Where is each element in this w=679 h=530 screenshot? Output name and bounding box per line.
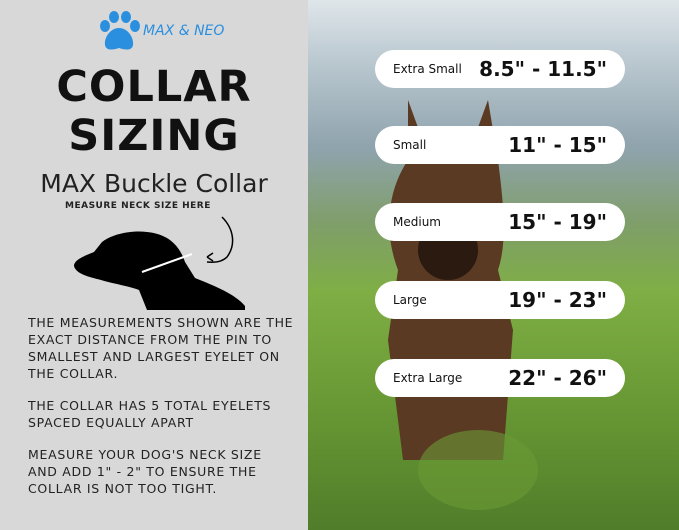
- size-range: 8.5" - 11.5": [479, 57, 607, 81]
- size-row-extra-large: Extra Large 22" - 26": [375, 359, 625, 397]
- size-name: Medium: [393, 215, 441, 229]
- product-subtitle: MAX Buckle Collar: [40, 169, 268, 198]
- paragraph-3: MEASURE YOUR DOG'S NECK SIZE AND ADD 1" …: [28, 447, 262, 496]
- dog-silhouette-icon: [74, 216, 245, 310]
- size-row-medium: Medium 15" - 19": [375, 203, 625, 241]
- size-range: 11" - 15": [508, 133, 607, 157]
- size-range: 22" - 26": [508, 366, 607, 390]
- size-row-small: Small 11" - 15": [375, 126, 625, 164]
- size-name: Extra Large: [393, 371, 463, 385]
- size-range: 19" - 23": [508, 288, 607, 312]
- size-range: 15" - 19": [508, 210, 607, 234]
- size-name: Large: [393, 293, 427, 307]
- paragraph-1: THE MEASUREMENTS SHOWN ARE THE EXACT DIS…: [28, 315, 294, 381]
- size-name: Small: [393, 138, 427, 152]
- paragraph-2: THE COLLAR HAS 5 TOTAL EYELETS SPACED EQ…: [28, 398, 272, 430]
- title-line-1: COLLAR: [56, 62, 252, 112]
- brand-name: MAX & NEO: [143, 23, 225, 39]
- size-name: Extra Small: [393, 62, 462, 76]
- measure-label: MEASURE NECK SIZE HERE: [65, 201, 211, 211]
- paw-icon: [100, 11, 140, 50]
- size-row-extra-small: Extra Small 8.5" - 11.5": [375, 50, 625, 88]
- brand-logo: MAX & NEO: [97, 10, 224, 52]
- info-panel: MAX & NEO COLLAR SIZING MAX Buckle Colla…: [0, 0, 308, 530]
- size-row-large: Large 19" - 23": [375, 281, 625, 319]
- title-line-2: SIZING: [68, 111, 240, 161]
